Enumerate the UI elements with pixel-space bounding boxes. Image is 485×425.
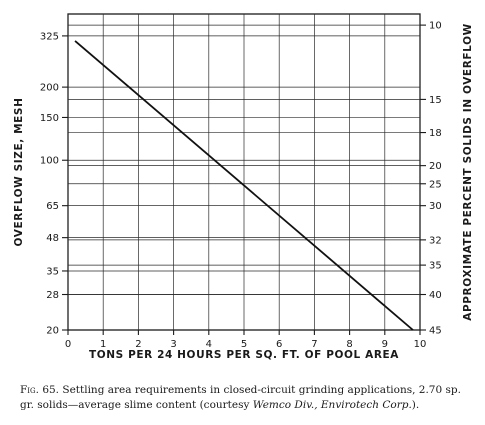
x-tick-label: 1 xyxy=(100,339,106,350)
right-tick-label: 45 xyxy=(429,326,442,337)
right-tick-label: 30 xyxy=(429,201,442,212)
x-tick-label: 9 xyxy=(382,339,388,350)
left-tick-label: 65 xyxy=(46,201,59,212)
series-line xyxy=(74,40,414,331)
right-tick-label: 40 xyxy=(429,290,442,301)
right-tick-label: 15 xyxy=(429,95,442,106)
x-tick-label: 5 xyxy=(241,339,247,350)
series-group xyxy=(74,40,414,331)
left-tick-label: 100 xyxy=(40,156,59,167)
left-tick-label: 35 xyxy=(46,266,59,277)
x-tick-label: 0 xyxy=(65,339,71,350)
left-tick-label: 200 xyxy=(40,83,59,94)
caption-credit: Wemco Div., Envirotech Corp. xyxy=(252,399,412,411)
left-tick-label: 150 xyxy=(40,113,59,124)
right-axis-ticks: 10 15 18 20 25 30 32 35 40 45 xyxy=(420,21,442,337)
x-tick-label: 6 xyxy=(276,339,282,350)
left-axis-ticks: 325 200 150 100 65 48 35 28 20 xyxy=(40,31,68,337)
figure-caption: Fig. 65. Settling area requirements in c… xyxy=(20,383,475,413)
x-axis-ticks: 0 1 2 3 4 5 6 7 8 9 10 xyxy=(65,330,427,350)
left-tick-label: 325 xyxy=(40,31,59,42)
x-tick-label: 4 xyxy=(206,339,212,350)
x-tick-label: 10 xyxy=(414,339,427,350)
x-tick-label: 2 xyxy=(135,339,141,350)
left-tick-label: 28 xyxy=(46,290,59,301)
right-tick-label: 25 xyxy=(429,179,442,190)
gridlines xyxy=(67,14,421,330)
right-tick-label: 18 xyxy=(429,128,442,139)
right-tick-label: 20 xyxy=(429,161,442,172)
right-tick-label: 35 xyxy=(429,261,442,272)
caption-end: ). xyxy=(411,399,420,411)
x-axis-title: TONS PER 24 HOURS PER SQ. FT. OF POOL AR… xyxy=(89,349,399,361)
x-tick-label: 3 xyxy=(170,339,176,350)
right-tick-label: 10 xyxy=(429,21,442,32)
right-tick-label: 32 xyxy=(429,235,442,246)
x-tick-label: 7 xyxy=(311,339,317,350)
left-tick-label: 48 xyxy=(46,233,59,244)
y-right-axis-title: APPROXIMATE PERCENT SOLIDS IN OVERFLOW xyxy=(462,23,474,321)
caption-text: Settling area requirements in closed-cir… xyxy=(20,384,461,411)
left-tick-label: 20 xyxy=(46,326,59,337)
y-left-axis-title: OVERFLOW SIZE, MESH xyxy=(13,98,25,247)
figure-label: Fig. 65. xyxy=(20,384,60,396)
x-tick-label: 8 xyxy=(346,339,352,350)
